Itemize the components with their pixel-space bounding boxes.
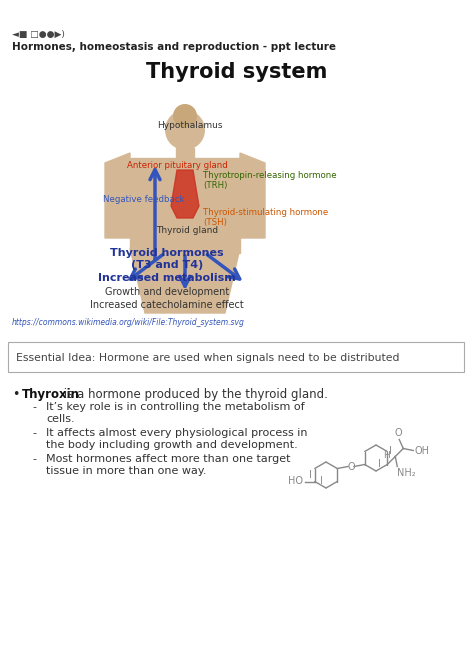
Text: Essential Idea: Hormone are used when signals need to be distributed: Essential Idea: Hormone are used when si…	[16, 353, 400, 363]
Text: OH: OH	[414, 446, 429, 456]
Text: Increased metabolism: Increased metabolism	[98, 273, 236, 283]
Polygon shape	[240, 153, 265, 238]
Text: Thyroid gland: Thyroid gland	[156, 226, 218, 235]
Text: cells.: cells.	[46, 413, 74, 423]
Text: I: I	[378, 459, 381, 469]
Text: I: I	[320, 476, 323, 486]
Text: It affects almost every physiological process in: It affects almost every physiological pr…	[46, 428, 308, 438]
Text: https://commons.wikimedia.org/wiki/File:Thyroid_system.svg: https://commons.wikimedia.org/wiki/File:…	[12, 318, 245, 327]
Text: -: -	[32, 402, 36, 412]
Text: It’s key role is in controlling the metabolism of: It’s key role is in controlling the meta…	[46, 402, 305, 412]
Text: Thyrotropin-releasing hormone
(TRH): Thyrotropin-releasing hormone (TRH)	[203, 171, 337, 191]
Text: Thyroid-stimulating hormone
(TSH): Thyroid-stimulating hormone (TSH)	[203, 208, 328, 227]
Text: Negative feedback: Negative feedback	[103, 195, 184, 205]
Circle shape	[165, 110, 205, 150]
Text: O: O	[347, 462, 355, 472]
Text: Anterior pituitary gland: Anterior pituitary gland	[127, 161, 228, 171]
Text: Thyroxin: Thyroxin	[22, 388, 80, 401]
Text: the body including growth and development.: the body including growth and developmen…	[46, 440, 298, 450]
Text: O: O	[394, 429, 402, 438]
Text: Increased catecholamine effect: Increased catecholamine effect	[90, 300, 244, 310]
Polygon shape	[130, 158, 240, 253]
Text: -: -	[32, 454, 36, 464]
FancyBboxPatch shape	[176, 148, 194, 160]
Text: Growth and development: Growth and development	[105, 287, 229, 297]
Text: Hormones, homeostasis and reproduction - ppt lecture: Hormones, homeostasis and reproduction -…	[12, 42, 336, 52]
Polygon shape	[130, 248, 240, 313]
Polygon shape	[105, 153, 130, 238]
Text: is a hormone produced by the thyroid gland.: is a hormone produced by the thyroid gla…	[60, 388, 328, 401]
Text: •: •	[12, 388, 19, 401]
Text: ◄■ □●●▶): ◄■ □●●▶)	[12, 30, 65, 39]
Polygon shape	[171, 170, 199, 218]
Text: NH₂: NH₂	[397, 468, 416, 478]
Text: HO: HO	[288, 476, 303, 486]
Text: I: I	[309, 470, 312, 480]
Text: Thyroid hormones
(T3 and T4): Thyroid hormones (T3 and T4)	[110, 248, 224, 270]
Text: Hypothalamus: Hypothalamus	[157, 122, 223, 130]
Text: Thyroid system: Thyroid system	[146, 62, 328, 82]
FancyBboxPatch shape	[8, 342, 464, 372]
Text: I: I	[389, 446, 392, 456]
Text: -: -	[32, 428, 36, 438]
Circle shape	[173, 104, 197, 128]
Text: Most hormones affect more than one target: Most hormones affect more than one targe…	[46, 454, 291, 464]
Text: H: H	[383, 451, 390, 460]
Text: tissue in more than one way.: tissue in more than one way.	[46, 466, 207, 476]
